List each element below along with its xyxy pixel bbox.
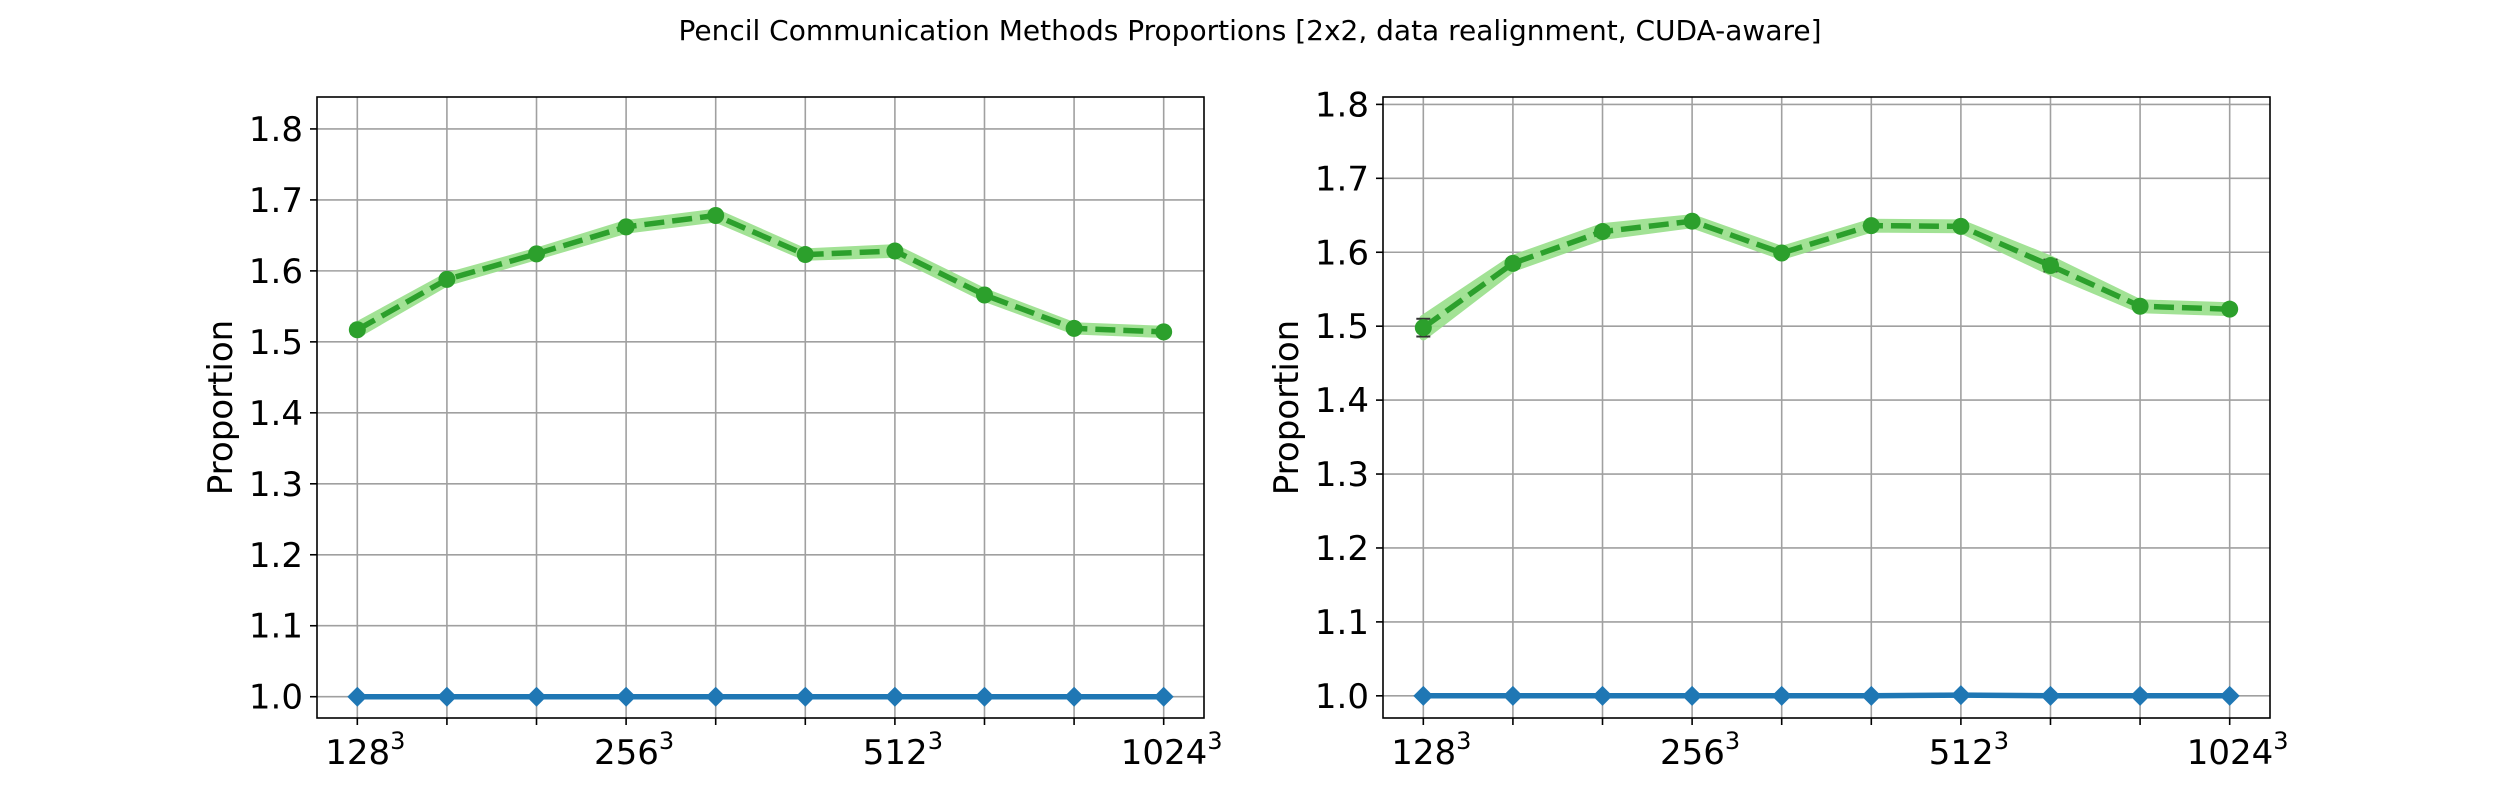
y-tick-label: 1.2 <box>1315 529 1369 569</box>
y-tick-label: 1.4 <box>249 394 303 434</box>
data-point <box>2040 685 2061 706</box>
x-tick-label: 1283 <box>1391 727 1471 773</box>
data-point <box>1773 244 1791 262</box>
y-tick-label: 1.6 <box>249 252 303 292</box>
grid <box>317 97 1204 718</box>
grid <box>1383 97 2270 718</box>
x-tick-label: 2563 <box>1660 727 1740 773</box>
y-tick-label: 1.5 <box>1315 307 1369 347</box>
data-point <box>1413 685 1434 706</box>
plot-frame <box>1382 96 2271 719</box>
y-tick-label: 1.5 <box>249 323 303 363</box>
x-tick-label: 10243 <box>2187 727 2289 773</box>
figure-title: Pencil Communication Methods Proportions… <box>678 14 1821 47</box>
x-tick-label: 1283 <box>325 727 405 773</box>
data-point <box>2130 685 2151 706</box>
y-tick-label: 1.3 <box>249 465 303 505</box>
series-error-band <box>1419 214 2234 341</box>
subplot-left: 1.0 1.1 1.2 1.3 1.4 1.5 1.6 1.7 1.8 1283 2563 5123 1… <box>201 96 1223 773</box>
data-point <box>707 207 725 225</box>
data-point <box>2219 685 2240 706</box>
series-1 <box>348 207 1173 341</box>
series-1 <box>1414 212 2239 341</box>
x-tick-label: 5123 <box>863 727 943 773</box>
data-point <box>1771 685 1792 706</box>
series-line <box>355 212 1164 335</box>
data-point <box>886 242 904 260</box>
data-point <box>528 245 546 263</box>
data-point <box>1153 686 1174 707</box>
series-line <box>1421 218 2230 330</box>
data-point <box>348 321 366 339</box>
y-tick-label: 1.8 <box>1315 85 1369 125</box>
x-tick-label: 2563 <box>594 727 674 773</box>
data-point <box>616 686 637 707</box>
x-tick-label: 5123 <box>1929 727 2009 773</box>
data-point <box>1502 685 1523 706</box>
y-tick-label: 1.1 <box>249 607 303 647</box>
data-point <box>1594 223 1612 241</box>
data-point <box>1950 685 1971 706</box>
y-tick-label: 1.0 <box>1315 677 1369 717</box>
y-tick-label: 1.7 <box>249 181 303 221</box>
data-point <box>526 686 547 707</box>
y-tick-label: 1.2 <box>249 536 303 576</box>
data-point <box>1861 685 1882 706</box>
data-point <box>1414 319 1432 337</box>
data-point <box>795 686 816 707</box>
series-0 <box>1413 685 2240 706</box>
data-point <box>1952 217 1970 235</box>
data-point <box>617 218 635 236</box>
y-tick-label: 1.0 <box>249 678 303 718</box>
data-point <box>1065 319 1083 337</box>
data-point <box>1155 323 1173 341</box>
data-point <box>438 270 456 288</box>
data-point <box>2041 257 2059 275</box>
x-tick-label: 10243 <box>1121 727 1223 773</box>
y-axis-label: Proportion <box>1267 320 1307 495</box>
data-point <box>1504 254 1522 272</box>
data-point <box>975 286 993 304</box>
data-point <box>1683 212 1701 230</box>
data-point <box>884 686 905 707</box>
data-point <box>1064 686 1085 707</box>
y-tick-label: 1.4 <box>1315 381 1369 421</box>
subplot-right: 1.0 1.1 1.2 1.3 1.4 1.5 1.6 1.7 1.8 1283 2563 5123 1… <box>1267 85 2289 773</box>
data-point <box>1682 685 1703 706</box>
y-axis-label: Proportion <box>201 320 241 495</box>
data-point <box>974 686 995 707</box>
data-point <box>1592 685 1613 706</box>
data-point <box>2221 300 2239 318</box>
y-tick-label: 1.7 <box>1315 159 1369 199</box>
plot-frame <box>316 96 1205 719</box>
y-tick-label: 1.3 <box>1315 455 1369 495</box>
data-point <box>705 686 726 707</box>
data-point <box>436 686 457 707</box>
data-point <box>347 686 368 707</box>
data-point <box>796 246 814 264</box>
series-0 <box>347 686 1174 707</box>
y-tick-label: 1.6 <box>1315 233 1369 273</box>
y-tick-label: 1.1 <box>1315 603 1369 643</box>
y-tick-label: 1.8 <box>249 110 303 150</box>
series-line <box>1423 692 2230 699</box>
data-point <box>1862 217 1880 235</box>
data-point <box>2131 297 2149 315</box>
